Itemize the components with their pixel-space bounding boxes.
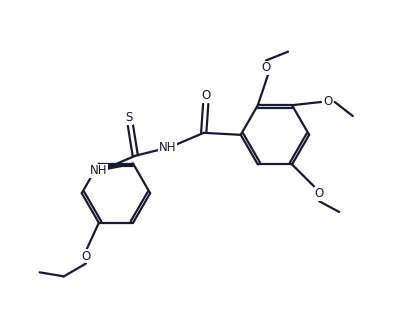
Text: O: O [261,61,271,74]
Text: O: O [201,89,210,102]
Text: S: S [125,111,132,124]
Text: O: O [81,250,91,263]
Text: O: O [323,96,333,109]
Text: NH: NH [159,141,176,154]
Text: O: O [314,187,324,200]
Text: NH: NH [90,164,107,177]
